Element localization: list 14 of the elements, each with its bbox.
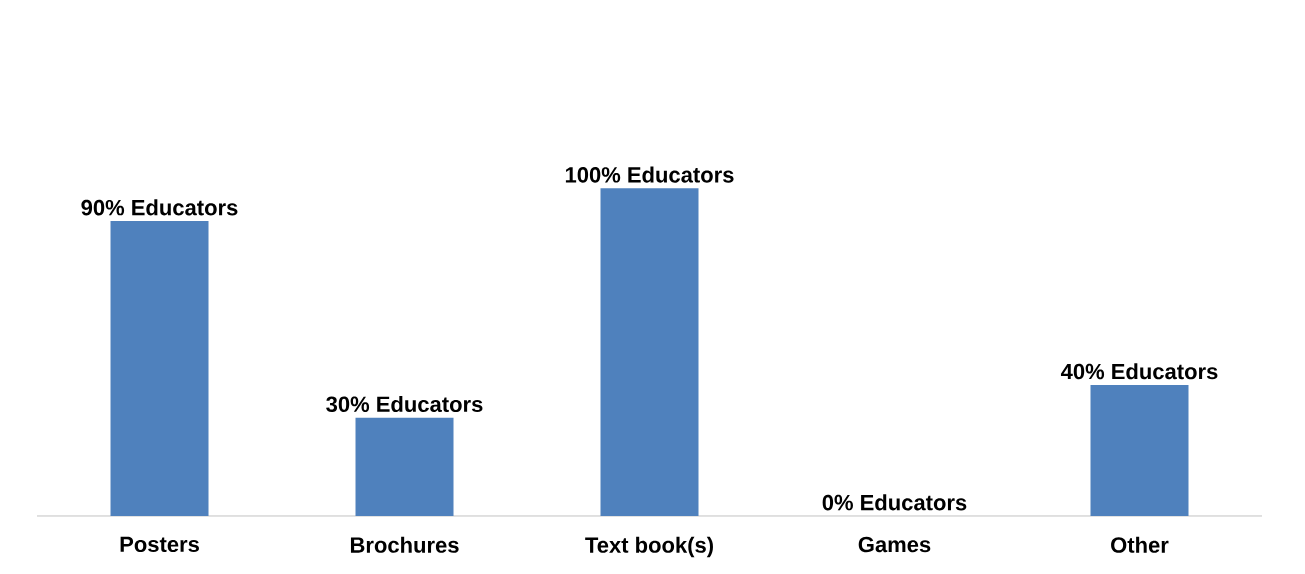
x-tick-label: Games: [858, 536, 931, 553]
bar: [355, 417, 454, 516]
data-label: 0% Educators: [822, 494, 967, 511]
bar: [600, 188, 699, 516]
x-tick-label: Brochures: [350, 536, 459, 553]
bar: [1090, 384, 1189, 516]
bar: [110, 221, 209, 516]
x-tick-label: Other: [1111, 536, 1169, 553]
data-label: 30% Educators: [326, 395, 483, 413]
x-tick-label: Posters: [120, 536, 199, 553]
data-label: 90% Educators: [81, 199, 238, 216]
data-label: 100% Educators: [565, 166, 734, 183]
data-label: 40% Educators: [1060, 363, 1218, 380]
x-tick-label: Text book(s): [585, 536, 713, 558]
